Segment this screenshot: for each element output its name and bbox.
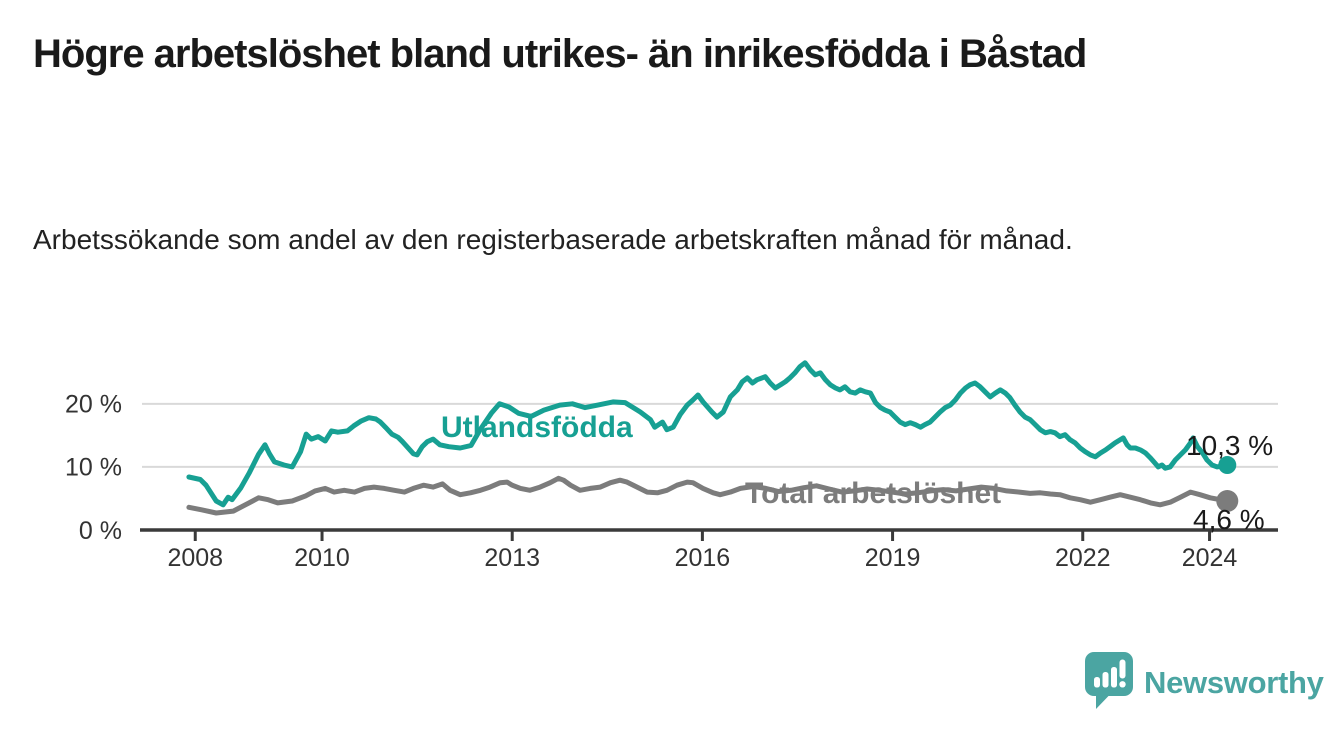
endpoint-dot-total — [1216, 489, 1239, 512]
y-tick-label-10: 10 % — [65, 454, 122, 482]
x-tick-label-2022: 2022 — [1055, 544, 1111, 572]
x-tick-label-2010: 2010 — [294, 544, 350, 572]
page-subtitle: Arbetssökande som andel av den registerb… — [33, 224, 1073, 255]
endpoint-dot-utlandsfodda — [1218, 456, 1237, 475]
logo-bar-small — [1094, 677, 1100, 688]
newsworthy-logo-icon — [1085, 652, 1133, 714]
x-tick-label-2008: 2008 — [167, 544, 223, 572]
y-tick-label-20: 20 % — [65, 391, 122, 419]
logo-exclamation-dot — [1119, 681, 1126, 688]
series-line-total — [186, 475, 1230, 516]
page-title: Högre arbetslöshet bland utrikes- än inr… — [33, 32, 1087, 76]
x-tick-label-2013: 2013 — [484, 544, 540, 572]
series-line-utlandsfodda — [186, 360, 1230, 508]
series-inline-label-total: Total arbetslöshet — [745, 477, 1001, 510]
logo-bubble-shape — [1085, 652, 1133, 709]
endpoint-value-label-utlandsfodda: 10,3 % — [1186, 430, 1273, 461]
chart-canvas: 0 % 10 % 20 % 2008 2010 2013 2016 2019 2022 2024 T… — [65, 360, 1278, 572]
newsworthy-logo-text: Newsworthy — [1144, 665, 1324, 700]
unemployment-line-chart: 0 % 10 % 20 % 2008 2010 2013 2016 2019 2022 2024 T… — [0, 330, 1340, 610]
x-tick-label-2024: 2024 — [1182, 544, 1238, 572]
x-tick-label-2019: 2019 — [865, 544, 921, 572]
series-inline-label-utlandsfodda: Utlandsfödda — [441, 411, 633, 444]
logo-exclamation-bar — [1119, 659, 1126, 679]
y-tick-label-0: 0 % — [79, 517, 122, 545]
logo-bar-medium — [1102, 672, 1109, 688]
endpoint-value-label-total: 4,6 % — [1193, 504, 1265, 535]
newsworthy-brand: Newsworthy — [1085, 652, 1324, 714]
x-tick-label-2016: 2016 — [675, 544, 731, 572]
logo-bar-tall — [1111, 667, 1117, 688]
